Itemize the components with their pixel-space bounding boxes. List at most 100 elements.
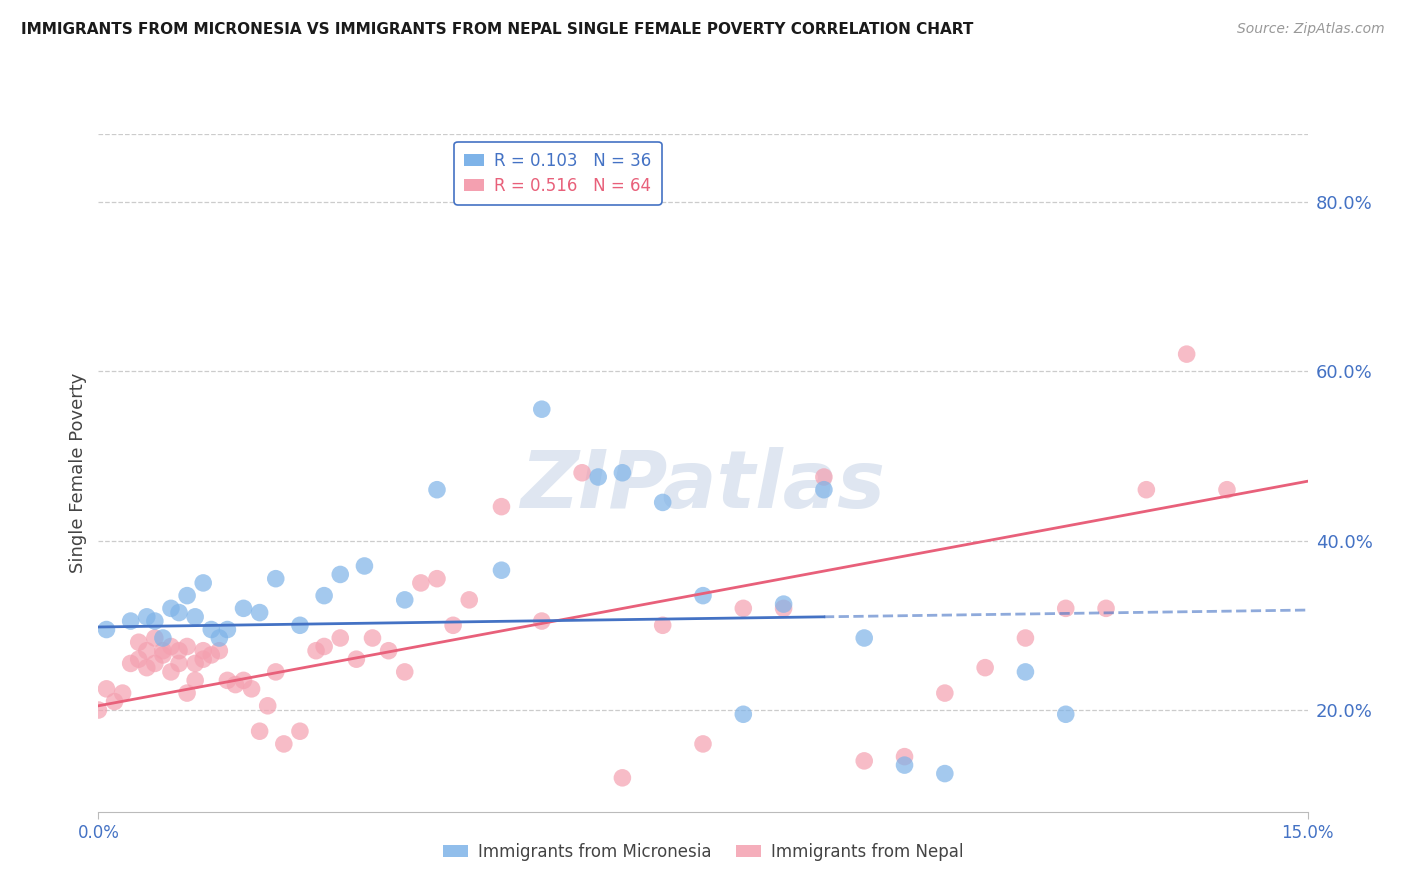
Point [394, 665, 416, 679]
Point [530, 614, 553, 628]
Point [256, 698, 278, 713]
Point [733, 707, 755, 722]
Point [128, 635, 150, 649]
Point [193, 576, 215, 591]
Point [288, 724, 311, 739]
Point [232, 601, 254, 615]
Point [491, 500, 513, 514]
Point [394, 592, 416, 607]
Point [143, 631, 166, 645]
Point [458, 592, 481, 607]
Point [314, 640, 336, 654]
Point [160, 665, 183, 679]
Text: Source: ZipAtlas.com: Source: ZipAtlas.com [1237, 22, 1385, 37]
Text: IMMIGRANTS FROM MICRONESIA VS IMMIGRANTS FROM NEPAL SINGLE FEMALE POVERTY CORREL: IMMIGRANTS FROM MICRONESIA VS IMMIGRANTS… [21, 22, 973, 37]
Point [176, 686, 198, 700]
Point [135, 660, 157, 674]
Point [96, 623, 118, 637]
Point [200, 648, 222, 662]
Point [934, 766, 956, 780]
Point [329, 631, 352, 645]
Point [249, 606, 271, 620]
Point [176, 589, 198, 603]
Point [224, 678, 246, 692]
Point [733, 601, 755, 615]
Point [426, 572, 449, 586]
Point [377, 644, 399, 658]
Point [1095, 601, 1118, 615]
Legend: Immigrants from Micronesia, Immigrants from Nepal: Immigrants from Micronesia, Immigrants f… [436, 837, 970, 868]
Point [264, 665, 287, 679]
Point [264, 572, 287, 586]
Point [111, 686, 134, 700]
Point [167, 606, 190, 620]
Point [974, 660, 997, 674]
Point [1175, 347, 1198, 361]
Point [329, 567, 352, 582]
Point [135, 644, 157, 658]
Point [893, 749, 915, 764]
Point [288, 618, 311, 632]
Point [167, 657, 190, 671]
Point [232, 673, 254, 688]
Point [651, 495, 673, 509]
Point [813, 470, 835, 484]
Point [441, 618, 464, 632]
Point [853, 754, 876, 768]
Point [530, 402, 553, 417]
Point [208, 644, 231, 658]
Point [143, 614, 166, 628]
Point [1054, 601, 1077, 615]
Point [612, 466, 634, 480]
Point [176, 640, 198, 654]
Point [692, 737, 714, 751]
Point [167, 644, 190, 658]
Point [143, 657, 166, 671]
Text: ZIPatlas: ZIPatlas [520, 447, 886, 525]
Point [314, 589, 336, 603]
Point [249, 724, 271, 739]
Point [193, 652, 215, 666]
Point [772, 601, 794, 615]
Point [772, 597, 794, 611]
Y-axis label: Single Female Poverty: Single Female Poverty [69, 373, 87, 573]
Point [586, 470, 609, 484]
Point [409, 576, 432, 591]
Point [152, 648, 174, 662]
Point [128, 652, 150, 666]
Point [152, 631, 174, 645]
Point [571, 466, 593, 480]
Point [152, 644, 174, 658]
Point [120, 614, 142, 628]
Point [491, 563, 513, 577]
Point [87, 703, 110, 717]
Point [135, 610, 157, 624]
Point [651, 618, 673, 632]
Point [893, 758, 915, 772]
Point [426, 483, 449, 497]
Point [96, 681, 118, 696]
Point [103, 694, 125, 708]
Point [853, 631, 876, 645]
Point [612, 771, 634, 785]
Point [692, 589, 714, 603]
Point [193, 644, 215, 658]
Point [273, 737, 295, 751]
Point [120, 657, 142, 671]
Point [160, 640, 183, 654]
Point [353, 558, 375, 574]
Point [813, 483, 835, 497]
Point [217, 673, 239, 688]
Point [184, 610, 207, 624]
Point [184, 657, 207, 671]
Point [1014, 631, 1036, 645]
Point [305, 644, 328, 658]
Point [1014, 665, 1036, 679]
Point [184, 673, 207, 688]
Point [160, 601, 183, 615]
Point [1135, 483, 1157, 497]
Point [208, 631, 231, 645]
Point [1216, 483, 1239, 497]
Point [934, 686, 956, 700]
Point [217, 623, 239, 637]
